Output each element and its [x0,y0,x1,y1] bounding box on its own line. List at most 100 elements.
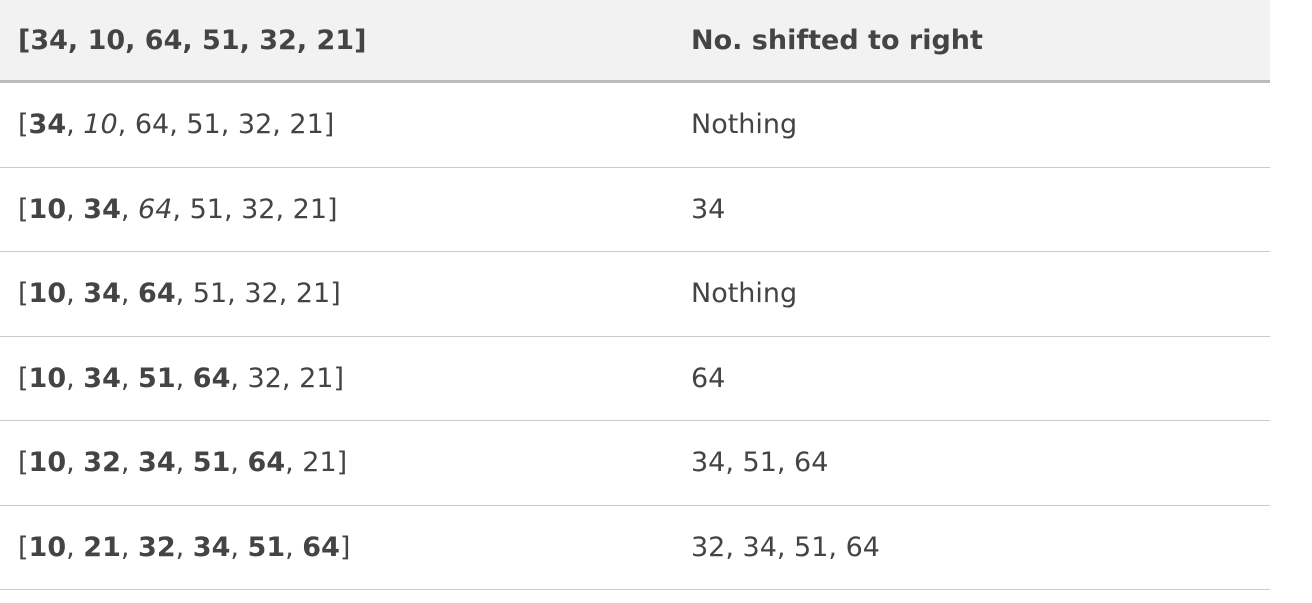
separator: , [281,362,300,394]
list-item: 21 [295,278,331,310]
separator: , [117,109,135,141]
list-item: 10 [28,447,67,479]
list-item: 51 [189,193,224,225]
list-cell: [10, 21, 32, 34, 51, 64] [0,505,673,590]
separator: , [120,278,139,310]
separator: , [66,109,84,141]
list-item: 32 [244,278,279,310]
separator: , [120,531,139,563]
separator: , [175,531,193,563]
row: [34, 10, 64, 51, 32, 21] Nothing [0,81,1270,168]
separator: , [175,447,193,479]
list-item: 34 [83,278,121,310]
bracket: [ [18,109,29,141]
separator: , [223,193,242,225]
list-item: 51 [247,531,286,563]
list-cell: [34, 10, 64, 51, 32, 21] [0,81,673,168]
list-item: 32 [237,109,273,141]
shifted-cell: Nothing [673,81,1270,168]
list-item: 51 [192,278,228,310]
list-item: 34 [83,193,121,225]
separator: , [66,193,84,225]
list-item: 10 [28,278,67,310]
table-head: [34, 10, 64, 51, 32, 21] No. shifted to … [0,0,1270,83]
shifted-cell: Nothing [673,251,1270,337]
separator: , [66,362,84,394]
row: [10, 34, 64, 51, 32, 21] 34 [0,167,1270,252]
separator: , [66,531,84,563]
separator: , [220,109,238,141]
list-item: 21 [289,109,324,141]
separator: , [175,362,193,394]
bracket: [ [18,531,29,563]
list-item: 21 [302,447,337,479]
list-cell: [10, 34, 64, 51, 32, 21] [0,167,673,252]
list-item: 34 [138,447,176,479]
separator: , [230,447,248,479]
separator: , [285,447,303,479]
list-item: 64 [302,531,340,563]
list-item: 10 [28,193,67,225]
list-item: 51 [138,362,176,394]
separator: , [227,278,245,310]
list-item: 32 [241,193,276,225]
bracket: ] [323,109,335,141]
list-item: 51 [186,109,221,141]
list-item: 32 [83,447,121,479]
bracket: ] [333,362,344,394]
list-item: 64 [138,278,176,310]
bracket: [ [18,278,29,310]
separator: , [285,531,303,563]
separator: , [230,362,248,394]
header-row: [34, 10, 64, 51, 32, 21] No. shifted to … [0,0,1270,83]
list-item: 10 [28,362,67,394]
shifted-cell: 32, 34, 51, 64 [673,505,1270,590]
list-item: 21 [292,193,327,225]
row: [10, 21, 32, 34, 51, 64] 32, 34, 51, 64 [0,505,1270,590]
header-cell: No. shifted to right [673,0,1270,83]
separator: , [230,531,248,563]
list-item: 10 [28,531,67,563]
separator: , [175,278,193,310]
row: [10, 34, 51, 64, 32, 21] 64 [0,336,1270,421]
row: [10, 32, 34, 51, 64, 21] 34, 51, 64 [0,420,1270,506]
list-item: 64 [247,447,286,479]
bracket: ] [330,278,341,310]
list-item: 34 [83,362,121,394]
list-item: 64 [134,109,170,141]
list-item: 34 [192,531,231,563]
shifted-cell: 34 [673,167,1270,252]
bracket: ] [336,447,348,479]
list-item: 32 [247,362,282,394]
separator: , [272,109,290,141]
list-item: 64 [138,193,173,225]
bracket: ] [327,193,338,225]
list-item: 21 [83,531,121,563]
list-item: 32 [138,531,176,563]
row: [10, 34, 64, 51, 32, 21] Nothing [0,251,1270,337]
table-body: [34, 10, 64, 51, 32, 21] Nothing [10, 34, … [0,81,1270,590]
bracket: [ [18,362,29,394]
table: [34, 10, 64, 51, 32, 21] No. shifted to … [0,0,1270,590]
separator: , [66,447,84,479]
list-item: 51 [192,447,231,479]
separator: , [172,193,190,225]
bracket: ] [339,531,351,563]
list-item: 10 [83,109,118,141]
list-item: 64 [192,362,231,394]
separator: , [169,109,187,141]
separator: , [275,193,293,225]
separator: , [120,193,139,225]
list-cell: [10, 32, 34, 51, 64, 21] [0,420,673,506]
list-item: 34 [28,109,67,141]
shifted-cell: 34, 51, 64 [673,420,1270,506]
header-cell: [34, 10, 64, 51, 32, 21] [0,0,673,83]
list-cell: [10, 34, 51, 64, 32, 21] [0,336,673,421]
separator: , [120,362,139,394]
separator: , [66,278,84,310]
list-item: 21 [299,362,334,394]
separator: , [278,278,296,310]
separator: , [120,447,139,479]
bracket: [ [18,193,29,225]
